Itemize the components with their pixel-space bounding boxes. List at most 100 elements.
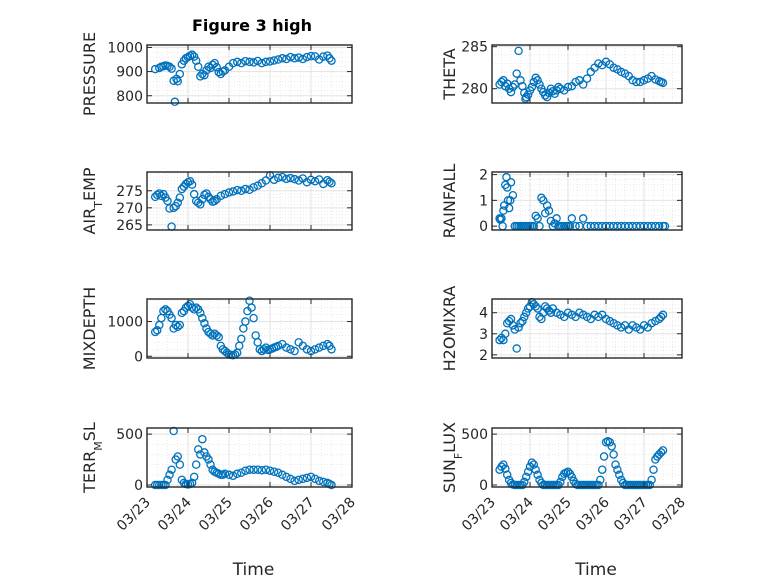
y-axis-label: MIXDEPTH — [80, 287, 99, 370]
data-point — [290, 346, 299, 356]
data-point — [531, 302, 540, 311]
data-point — [249, 58, 258, 67]
data-point — [594, 59, 603, 68]
data-point — [220, 469, 230, 479]
data-point — [531, 211, 540, 221]
x-tick-label: 03/26 — [237, 494, 277, 534]
data-point — [521, 472, 531, 482]
data-point — [189, 52, 199, 61]
data-point — [504, 203, 514, 213]
data-point — [512, 344, 521, 353]
data-point — [214, 67, 223, 77]
data-point — [649, 465, 658, 474]
axes-box — [491, 298, 683, 359]
data-point — [327, 179, 336, 188]
data-point — [191, 460, 201, 469]
data-point — [175, 460, 185, 469]
data-point — [253, 56, 262, 66]
data-point — [582, 74, 592, 83]
data-point — [632, 77, 641, 87]
data-point — [232, 185, 242, 195]
data-point — [542, 92, 552, 102]
data-point — [249, 313, 258, 323]
y-tick-label: 2 — [479, 348, 488, 364]
data-point — [196, 72, 205, 81]
data-point — [257, 58, 267, 68]
axes-box — [146, 298, 353, 359]
data-point — [319, 52, 328, 61]
y-tick-label: 900 — [116, 65, 143, 81]
data-point — [533, 470, 542, 480]
data-point — [152, 190, 162, 200]
data-point — [232, 469, 242, 479]
data-point — [567, 214, 577, 223]
data-point — [327, 345, 336, 354]
data-point — [535, 80, 544, 89]
data-point — [245, 185, 254, 194]
data-point — [615, 470, 624, 480]
data-point — [173, 198, 182, 207]
data-point — [159, 306, 168, 316]
data-point — [571, 77, 580, 87]
data-point — [521, 308, 531, 317]
data-point — [253, 465, 262, 474]
x-tick-label: 03/28 — [319, 495, 359, 535]
data-point — [508, 82, 518, 92]
y-tick-label: 285 — [461, 40, 488, 56]
data-point — [501, 329, 510, 339]
x-tick-label: 03/27 — [278, 495, 318, 535]
data-point — [273, 468, 283, 478]
plot-area — [492, 172, 682, 230]
data-point — [609, 450, 618, 459]
data-point — [302, 345, 312, 354]
data-point — [506, 87, 516, 97]
x-axis-label: Time — [232, 560, 275, 580]
data-point — [597, 465, 607, 474]
data-point — [204, 455, 213, 464]
data-point — [533, 214, 542, 223]
data-point — [323, 51, 332, 60]
data-point — [173, 322, 182, 332]
data-point — [200, 448, 209, 457]
data-point — [290, 476, 299, 486]
data-point — [175, 193, 185, 202]
data-point — [523, 304, 533, 313]
y-tick-label: 3 — [479, 327, 488, 343]
data-point — [306, 51, 316, 61]
data-point — [647, 475, 656, 485]
data-point — [310, 474, 320, 484]
data-point — [152, 325, 162, 335]
data-point — [206, 329, 215, 338]
data-point — [196, 200, 205, 209]
y-tick-label: 500 — [461, 427, 488, 443]
y-tick-label: 270 — [116, 201, 143, 217]
data-point — [552, 214, 561, 223]
data-point — [323, 339, 332, 349]
x-tick-label: 03/25 — [196, 495, 236, 535]
y-tick-label: 1 — [479, 193, 488, 209]
data-point — [596, 475, 605, 485]
subplot-mixdepth: 0 1000 MIXDEPTH — [80, 287, 353, 370]
data-point — [310, 345, 320, 354]
data-point — [286, 474, 295, 484]
y-axis-label: RAINFALL — [440, 164, 459, 239]
data-point — [502, 470, 512, 480]
data-point — [216, 191, 226, 201]
data-point — [237, 468, 246, 478]
data-point — [177, 308, 187, 318]
y-tick-label: 275 — [116, 184, 143, 200]
data-point — [613, 465, 622, 474]
data-point — [241, 317, 250, 326]
data-point — [314, 343, 324, 352]
y-axis-label: SUNFLUX — [440, 422, 465, 493]
data-point — [261, 176, 271, 185]
data-point — [542, 201, 552, 210]
data-point — [499, 460, 508, 469]
y-tick-label: 0 — [134, 349, 143, 365]
data-point — [658, 310, 668, 320]
data-point — [224, 188, 234, 197]
data-point — [294, 53, 303, 62]
data-point — [521, 92, 531, 102]
axes-box — [146, 171, 353, 231]
data-point — [189, 472, 199, 482]
